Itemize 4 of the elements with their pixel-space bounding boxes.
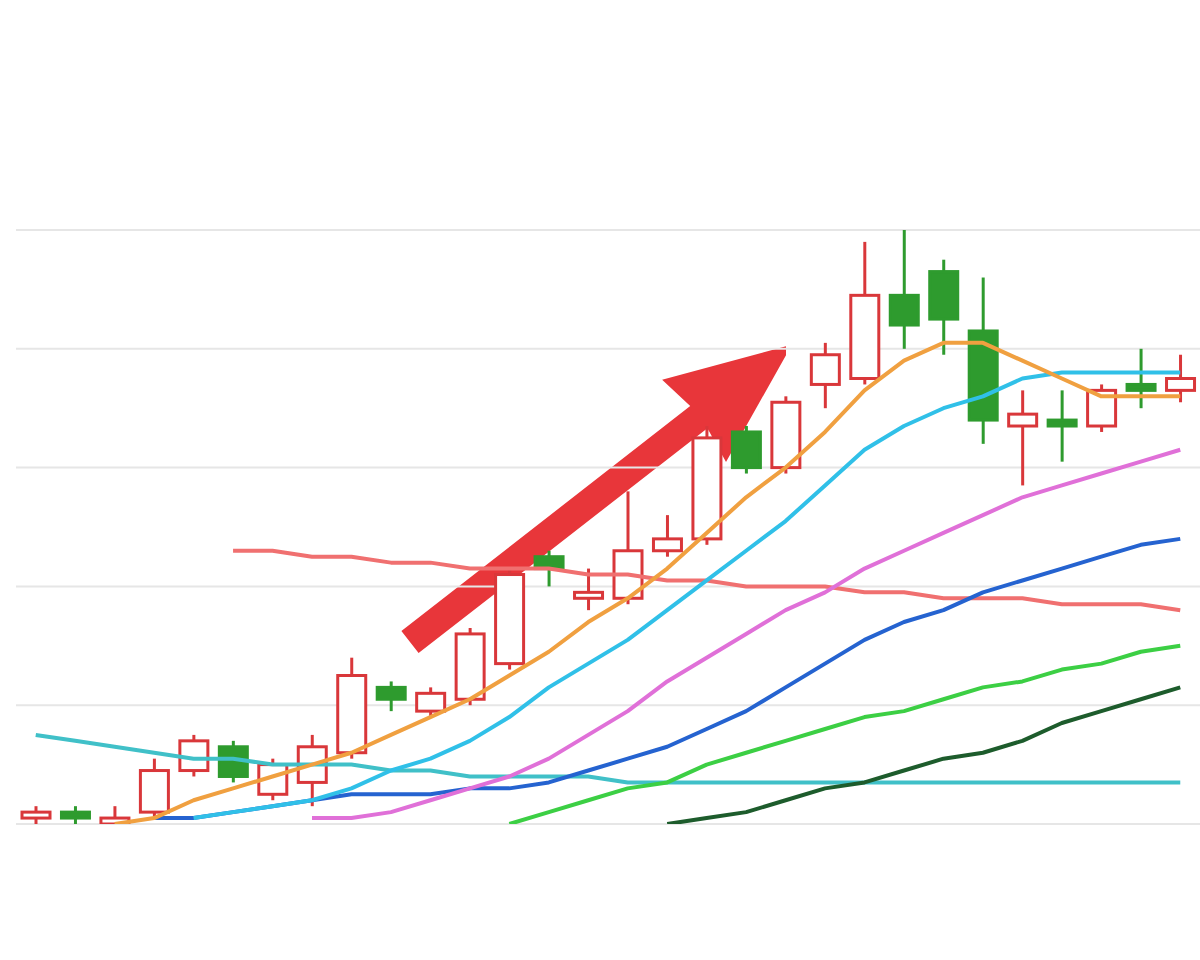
candlestick	[888, 230, 920, 351]
candlestick	[1046, 388, 1078, 464]
candlestick	[967, 276, 999, 446]
candlestick	[1007, 388, 1039, 487]
